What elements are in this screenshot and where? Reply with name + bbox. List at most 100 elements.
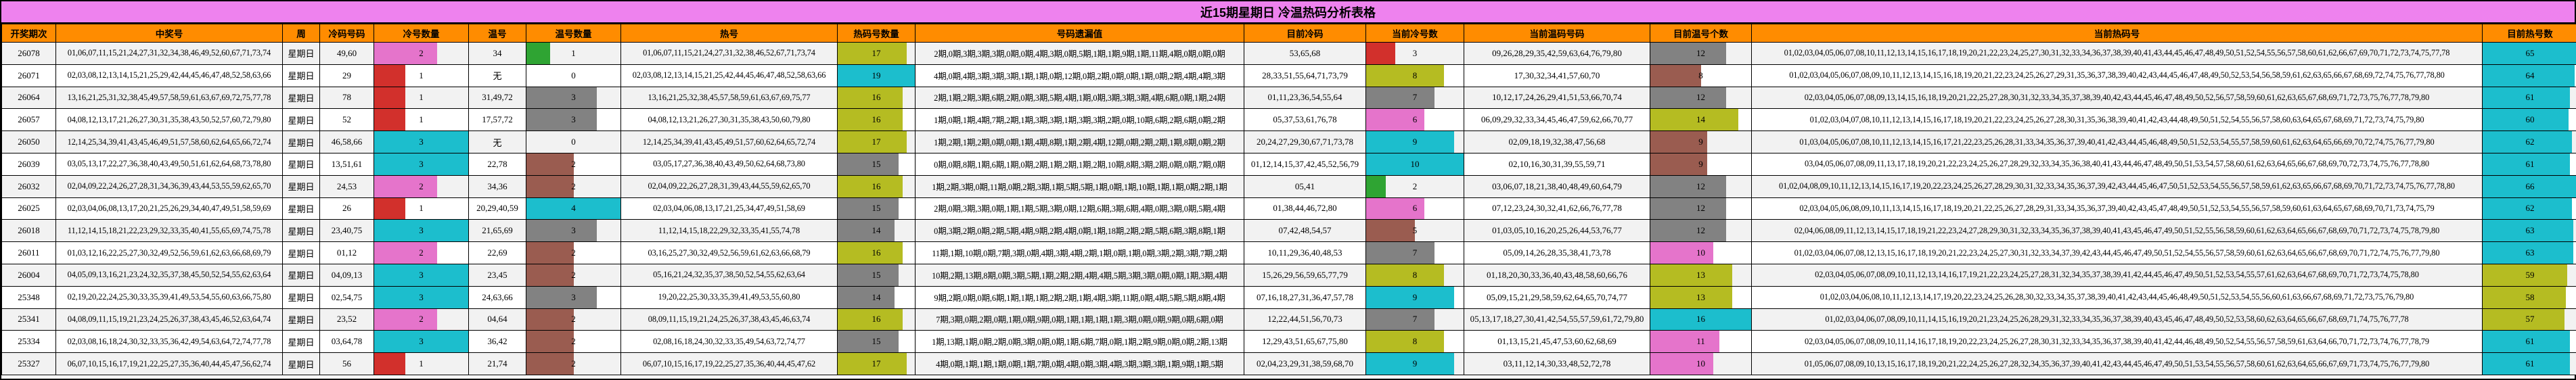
cell-cur-cold-nums: 01,38,44,46,72,80 (1244, 197, 1366, 220)
cell-omission: 0期,0期,8期,1期,6期,1期,0期,2期,1期,2期,1期,2期,10期,… (915, 152, 1244, 176)
cell-warm-nums: 20,29,40,59 (468, 197, 526, 220)
cell-omission: 2期,0期,3期,3期,3期,0期,0期,4期,3期,0期,5期,1期,1期,9… (915, 42, 1244, 65)
cur-hot-count-databar (2483, 287, 2567, 308)
warm-count-databar (526, 176, 574, 197)
analysis-table: 开奖期次 中奖号 周 冷码号码 冷号数量 温号 温号数量 热号 热码号数量 号码… (1, 24, 2576, 375)
cur-warm-count-value: 9 (1698, 158, 1703, 169)
cell-week: 星期日 (282, 263, 320, 287)
cell-cur-cold-count: 5 (1365, 219, 1464, 243)
cur-warm-count-value: 12 (1696, 181, 1705, 191)
table-row: 26071 02,03,08,12,13,14,15,21,25,29,42,44… (1, 64, 2576, 87)
cell-cur-cold-nums: 07,42,48,54,57 (1244, 219, 1366, 243)
cur-warm-count-value: 11 (1696, 336, 1705, 347)
cur-cold-count-databar (1366, 198, 1425, 219)
cell-cur-warm-nums: 03,06,07,18,21,38,40,48,49,60,64,79 (1464, 174, 1650, 198)
cell-cur-warm-nums: 01,03,05,10,16,20,25,26,44,53,76,77 (1464, 219, 1650, 243)
hot-count-value: 17 (872, 47, 881, 58)
hot-count-value: 19 (872, 70, 881, 80)
hot-count-value: 14 (872, 291, 881, 302)
cur-hot-count-value: 65 (2525, 47, 2535, 58)
hot-count-databar (838, 242, 903, 264)
cell-cold-nums: 01,12 (319, 241, 374, 264)
cell-hot-count: 15 (837, 330, 916, 354)
cell-warm-count: 2 (526, 352, 621, 375)
cell-cur-warm-count: 10 (1650, 352, 1752, 375)
cur-hot-count-value: 66 (2525, 181, 2535, 191)
cur-warm-count-databar (1650, 287, 1733, 308)
hot-count-databar (838, 198, 899, 219)
warm-count-value: 2 (571, 247, 576, 258)
cell-period: 25334 (1, 330, 56, 354)
cell-hot-count: 16 (837, 174, 916, 198)
cell-cur-hot-nums: 01,02,03,04,06,07,08,12,13,15,16,17,18,1… (1751, 241, 2483, 264)
hot-count-value: 16 (872, 314, 881, 325)
table-body: 26078 01,06,07,11,15,21,24,27,31,32,34,38… (1, 42, 2576, 375)
cell-cur-hot-count: 66 (2482, 174, 2576, 198)
cell-hot-nums: 03,05,17,27,36,38,40,43,49,50,62,64,68,7… (620, 152, 838, 176)
cur-hot-count-value: 62 (2525, 203, 2535, 214)
cell-cur-hot-nums: 01,02,04,08,09,10,11,12,13,14,15,16,17,1… (1751, 174, 2483, 198)
warm-count-value: 3 (571, 291, 576, 302)
cell-hot-count: 19 (837, 64, 916, 87)
hot-count-databar (838, 287, 895, 308)
cell-warm-count: 2 (526, 263, 621, 287)
cell-omission: 11期,1期,10期,0期,7期,3期,0期,4期,3期,4期,2期,1期,0期… (915, 241, 1244, 264)
col-header-cur-cold-nums: 目前冷码 (1244, 24, 1366, 43)
warm-count-databar (526, 331, 574, 352)
cell-period: 26050 (1, 130, 56, 153)
cell-cur-cold-count: 8 (1365, 263, 1464, 287)
warm-count-databar (526, 220, 597, 241)
cur-warm-count-databar (1650, 309, 1751, 330)
cell-cur-warm-count: 16 (1650, 308, 1752, 331)
cold-count-value: 2 (419, 47, 424, 58)
warm-count-databar (526, 264, 574, 286)
cell-cold-nums: 78 (319, 86, 374, 110)
cur-warm-count-databar (1650, 264, 1733, 286)
cur-warm-count-databar (1650, 353, 1714, 375)
cur-hot-count-databar (2483, 65, 2575, 87)
cell-cur-warm-count: 10 (1650, 241, 1752, 264)
cell-winning: 13,16,21,25,31,32,38,45,49,57,58,59,61,6… (55, 86, 283, 110)
cell-period: 26011 (1, 241, 56, 264)
cur-warm-count-databar (1650, 331, 1720, 352)
cell-omission: 4期,0期,1期,1期,1期,0期,1期,7期,0期,4期,0期,3期,4期,3… (915, 352, 1244, 375)
cur-hot-count-databar (2483, 264, 2568, 286)
cur-hot-count-value: 60 (2525, 114, 2535, 125)
page-title: 近15期星期日 冷温热码分析表格 (1, 1, 2575, 24)
cell-warm-count: 3 (526, 219, 621, 243)
cell-period: 26018 (1, 219, 56, 243)
cell-winning: 02,03,08,12,13,14,15,21,25,29,42,44,45,4… (55, 64, 283, 87)
cell-cur-hot-nums: 01,03,04,05,06,07,08,10,11,12,13,14,15,1… (1751, 130, 2483, 153)
cell-cur-cold-nums: 05,41 (1244, 174, 1366, 198)
hot-count-value: 14 (872, 225, 881, 236)
cur-cold-count-databar (1366, 153, 1464, 175)
table-row: 26018 11,12,14,15,18,21,22,23,29,32,33,35… (1, 219, 2576, 243)
cur-cold-count-value: 6 (1412, 203, 1418, 214)
cell-warm-count: 2 (526, 241, 621, 264)
col-header-hot-nums: 热号 (620, 24, 838, 43)
table-row: 26078 01,06,07,11,15,21,24,27,31,32,34,38… (1, 42, 2576, 65)
cold-count-databar (374, 131, 468, 153)
cell-cur-warm-nums: 17,30,32,34,41,57,60,70 (1464, 64, 1650, 87)
table-row: 25327 06,07,10,15,16,17,19,21,22,25,27,35… (1, 352, 2576, 375)
cell-omission: 9期,2期,0期,0期,6期,1期,1期,1期,2期,2期,1期,4期,3期,1… (915, 285, 1244, 309)
cell-omission: 4期,0期,4期,3期,3期,3期,1期,1期,0期,12期,0期,2期,0期,… (915, 64, 1244, 87)
cell-cold-nums: 49,60 (319, 42, 374, 65)
cell-cold-count: 3 (374, 219, 469, 243)
cell-cold-count: 3 (374, 330, 469, 354)
cell-winning: 02,03,04,06,08,13,17,20,21,25,26,29,34,4… (55, 197, 283, 220)
cur-cold-count-databar (1366, 176, 1386, 197)
cell-period: 26057 (1, 108, 56, 132)
cell-warm-count: 2 (526, 174, 621, 198)
cell-cold-count: 1 (374, 64, 469, 87)
cell-cold-nums: 02,54,75 (319, 285, 374, 309)
cell-week: 星期日 (282, 174, 320, 198)
cell-cur-warm-count: 13 (1650, 285, 1752, 309)
cell-cur-cold-nums: 10,11,29,36,40,48,53 (1244, 241, 1366, 264)
hot-count-value: 15 (872, 269, 881, 280)
warm-count-value: 3 (571, 225, 576, 236)
cold-count-value: 1 (419, 203, 424, 214)
cur-hot-count-value: 63 (2525, 225, 2535, 236)
cell-hot-nums: 02,04,09,22,26,27,28,31,39,43,44,55,59,6… (620, 174, 838, 198)
cell-winning: 02,19,20,22,24,25,30,33,35,39,41,49,53,5… (55, 285, 283, 309)
